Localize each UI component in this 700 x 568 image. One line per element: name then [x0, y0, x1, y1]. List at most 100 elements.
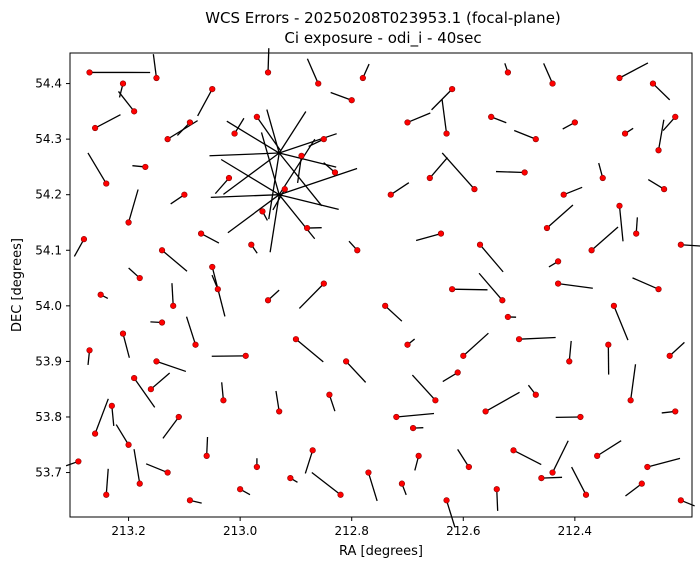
error-vector: [73, 238, 85, 257]
error-vector: [197, 88, 213, 117]
error-vector: [543, 63, 554, 84]
error-vector: [115, 424, 130, 446]
error-vector: [152, 54, 158, 79]
error-vector: [652, 83, 671, 101]
data-point: [532, 391, 539, 398]
error-vector: [275, 390, 280, 412]
error-vector: [185, 316, 197, 345]
error-vector: [220, 158, 280, 196]
data-point: [577, 413, 584, 421]
data-point: [644, 463, 651, 471]
error-vector: [226, 120, 280, 154]
error-vector: [278, 194, 316, 240]
data-point: [449, 286, 456, 293]
error-vector: [127, 189, 139, 223]
error-vector: [462, 332, 489, 357]
y-tick-label: 54.4: [35, 77, 62, 91]
data-point: [482, 408, 489, 415]
data-point: [599, 174, 606, 182]
data-point: [158, 247, 166, 254]
error-vector: [330, 91, 352, 101]
data-point: [549, 469, 556, 476]
error-vector: [278, 138, 316, 196]
error-vector: [111, 405, 115, 426]
data-point: [610, 302, 618, 309]
data-point: [147, 386, 154, 393]
error-vector: [150, 372, 171, 390]
data-point: [437, 230, 445, 237]
data-point: [655, 286, 662, 293]
x-axis-label: RA [degrees]: [339, 544, 423, 559]
data-point: [315, 80, 322, 87]
error-vector: [415, 232, 442, 242]
error-vector: [306, 58, 319, 84]
data-point: [543, 224, 551, 232]
y-tick-label: 54.1: [35, 243, 62, 257]
error-vector: [478, 272, 503, 301]
error-vector: [105, 468, 109, 495]
error-vector: [268, 152, 280, 220]
error-vector: [541, 476, 563, 479]
error-vector: [546, 204, 574, 229]
error-vector: [210, 194, 280, 199]
data-point: [170, 302, 177, 309]
error-vector: [161, 249, 188, 272]
data-point: [515, 336, 523, 343]
data-point: [80, 236, 88, 243]
data-point: [287, 475, 294, 482]
data-point: [582, 491, 590, 498]
data-point: [264, 69, 272, 76]
data-point: [404, 119, 411, 126]
data-point: [214, 286, 221, 293]
error-vector: [563, 186, 583, 196]
error-vector: [171, 283, 174, 306]
data-point: [142, 163, 149, 171]
data-point: [131, 374, 138, 382]
error-vector: [214, 177, 230, 195]
error-vector: [298, 283, 325, 309]
data-point: [92, 430, 99, 437]
data-point: [248, 241, 255, 248]
data-point: [465, 463, 472, 471]
error-vector: [267, 48, 270, 73]
data-point: [566, 358, 573, 365]
error-vector: [431, 88, 453, 111]
error-vector: [200, 233, 220, 244]
error-vector: [596, 440, 622, 457]
error-vector: [445, 500, 456, 528]
data-point: [164, 469, 171, 476]
error-vector: [117, 91, 135, 112]
data-point: [393, 413, 400, 421]
error-vector: [558, 282, 593, 289]
y-tick-label: 54.2: [35, 188, 62, 202]
data-point: [103, 180, 110, 187]
error-vector: [133, 377, 156, 408]
data-point: [253, 113, 260, 121]
data-point: [387, 191, 394, 198]
data-point: [616, 202, 623, 209]
data-point: [158, 319, 166, 326]
error-vector: [613, 305, 629, 341]
data-point: [621, 130, 629, 137]
data-point: [320, 280, 327, 287]
data-point: [119, 330, 127, 337]
data-point: [677, 241, 684, 248]
error-vector: [87, 152, 107, 184]
data-point: [649, 80, 657, 87]
data-point: [504, 313, 512, 321]
data-point: [409, 424, 417, 432]
data-point: [175, 413, 182, 421]
data-point: [331, 169, 339, 176]
data-point: [359, 74, 366, 82]
data-point: [242, 352, 249, 359]
data-point: [493, 486, 500, 493]
error-vector: [279, 194, 339, 211]
error-vector: [551, 440, 569, 473]
data-point: [488, 113, 495, 121]
error-vector: [278, 167, 358, 196]
error-vector: [669, 341, 685, 357]
data-point: [292, 336, 300, 343]
error-vector: [94, 398, 109, 434]
error-vector: [618, 205, 624, 242]
data-point: [633, 230, 640, 237]
